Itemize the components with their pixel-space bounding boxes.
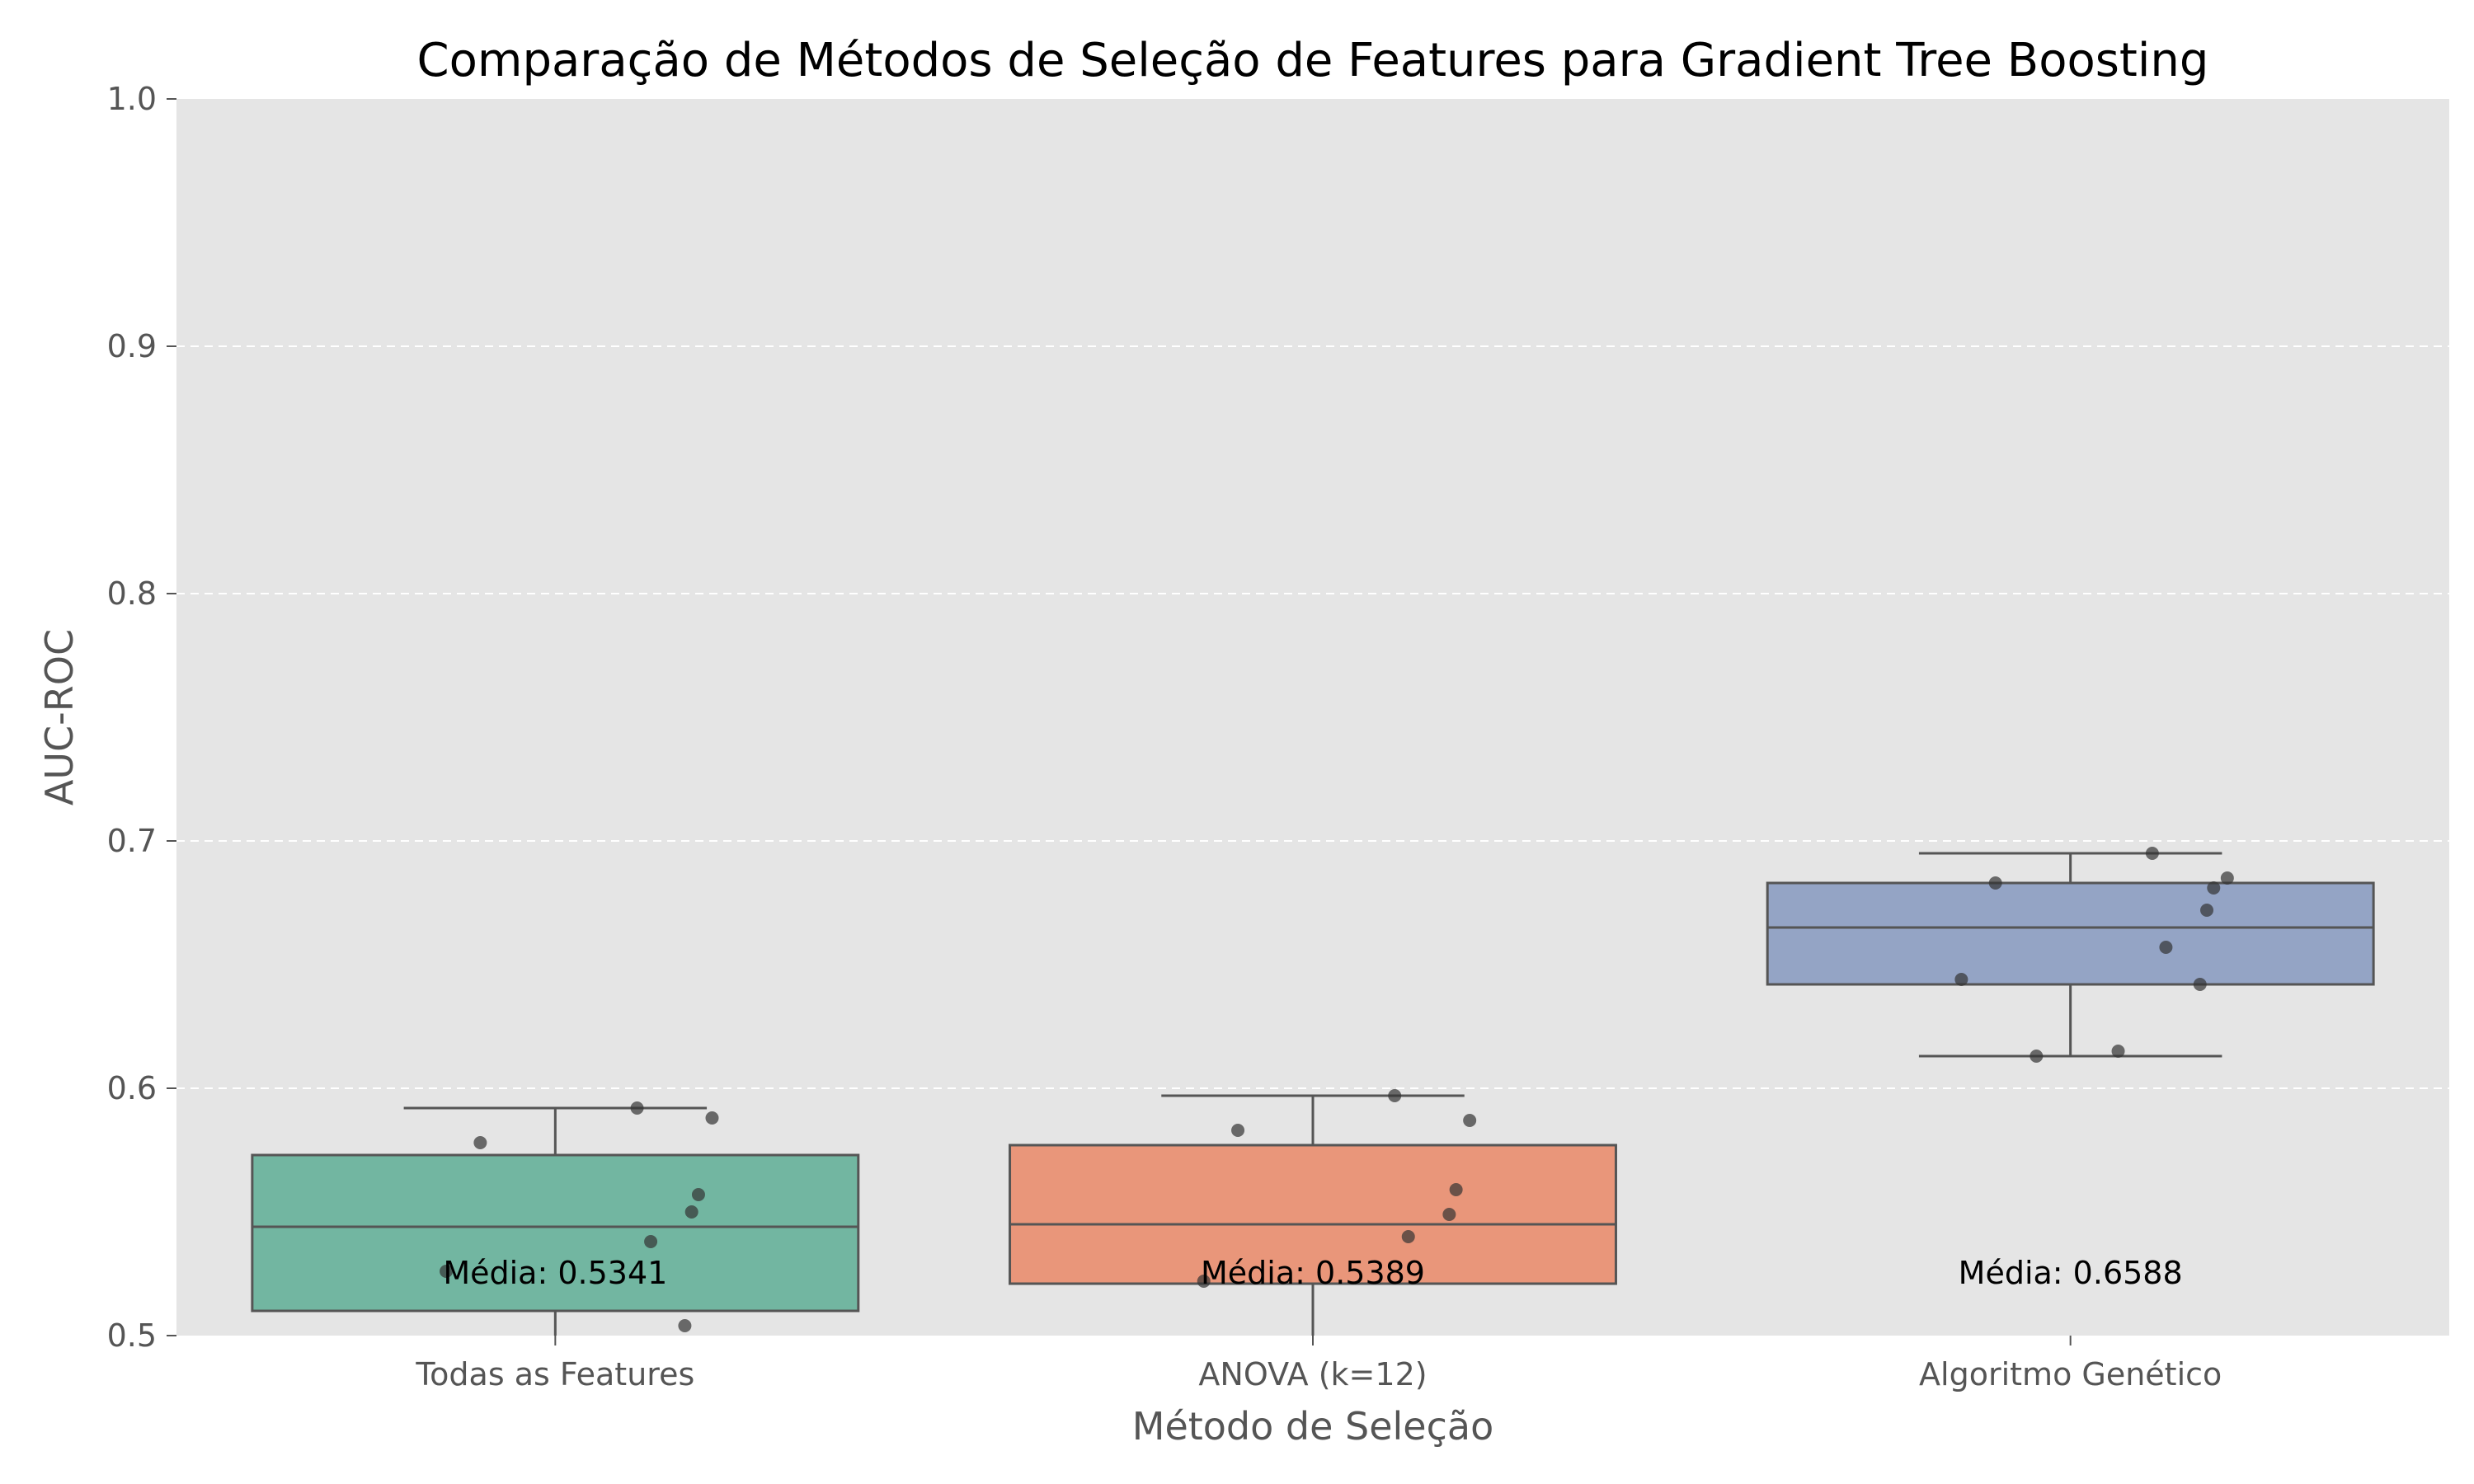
chart-title: Comparação de Métodos de Seleção de Feat…	[417, 34, 2209, 87]
data-point	[1231, 1124, 1245, 1137]
x-tick-label: Todas as Features	[415, 1356, 694, 1392]
data-point	[2030, 1050, 2044, 1063]
x-tick-label: Algoritmo Genético	[1919, 1356, 2222, 1392]
data-point	[1954, 973, 1968, 986]
box-group	[1009, 1089, 1617, 1336]
data-point	[2207, 881, 2221, 895]
box-iqr	[1766, 881, 2375, 986]
mean-label: Média: 0.6588	[1959, 1255, 2183, 1291]
data-point	[473, 1136, 487, 1149]
data-point	[440, 1265, 454, 1278]
data-point	[2159, 941, 2173, 954]
data-point	[2145, 847, 2159, 860]
box-group	[251, 1101, 860, 1336]
x-axis-label: Método de Seleção	[1132, 1404, 1493, 1449]
data-point	[2220, 871, 2234, 885]
data-point	[1197, 1275, 1211, 1288]
y-tick-label: 0.6	[107, 1070, 157, 1106]
data-point	[684, 1205, 698, 1219]
y-tick-label: 0.7	[107, 823, 157, 859]
data-point	[2200, 904, 2214, 917]
box-iqr	[1009, 1144, 1617, 1285]
x-tick-label: ANOVA (k=12)	[1198, 1356, 1427, 1392]
data-point	[630, 1101, 644, 1115]
data-point	[2111, 1045, 2125, 1058]
data-point	[1388, 1089, 1402, 1102]
y-tick-label: 0.8	[107, 575, 157, 612]
mean-label: Média: 0.5341	[443, 1255, 667, 1291]
y-tick-label: 0.9	[107, 328, 157, 364]
data-point	[691, 1188, 705, 1201]
data-point	[705, 1111, 719, 1125]
plot-area	[251, 847, 2375, 1336]
grid-lines	[176, 345, 2449, 1089]
y-tick-label: 0.5	[107, 1317, 157, 1354]
data-point	[1449, 1183, 1463, 1196]
data-point	[1401, 1230, 1415, 1243]
y-axis-label: AUC-ROC	[37, 629, 82, 805]
data-point	[678, 1319, 692, 1332]
y-tick-label: 1.0	[107, 81, 157, 117]
data-point	[2193, 978, 2207, 991]
box-iqr	[251, 1153, 860, 1313]
data-point	[1463, 1114, 1477, 1127]
mean-label: Média: 0.5389	[1201, 1255, 1425, 1291]
axis-ticks: 0.5 0.6 0.7 0.8 0.9 1.0 Todas as Features ANOVA…	[107, 81, 2222, 1392]
data-point	[1988, 876, 2002, 890]
mean-labels: Média: 0.5341 Média: 0.5389 Média: 0.6588	[443, 1255, 2182, 1291]
box-group	[1766, 847, 2375, 1063]
data-point	[1442, 1208, 1456, 1221]
data-point	[644, 1235, 658, 1248]
